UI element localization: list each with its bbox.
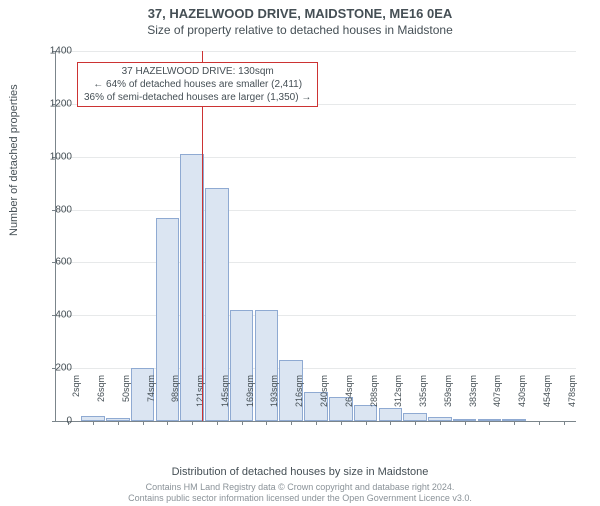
xtick-label: 359sqm (443, 375, 453, 425)
page-subtitle: Size of property relative to detached ho… (0, 23, 600, 37)
annotation-line-3: 36% of semi-detached houses are larger (… (84, 91, 311, 104)
gridline (56, 51, 576, 52)
ytick-label: 0 (32, 416, 72, 427)
xtick-label: 312sqm (393, 375, 403, 425)
xtick-label: 383sqm (468, 375, 478, 425)
xtick-label: 454sqm (542, 375, 552, 425)
ytick-label: 800 (32, 204, 72, 215)
x-axis-label: Distribution of detached houses by size … (0, 466, 600, 478)
footer-line-2: Contains public sector information licen… (0, 493, 600, 504)
ytick-label: 400 (32, 310, 72, 321)
footer-attribution: Contains HM Land Registry data © Crown c… (0, 482, 600, 504)
xtick-mark (489, 421, 490, 425)
xtick-mark (341, 421, 342, 425)
xtick-mark (440, 421, 441, 425)
xtick-label: 430sqm (517, 375, 527, 425)
xtick-mark (465, 421, 466, 425)
y-axis-label: Number of detached properties (8, 84, 20, 236)
gridline (56, 262, 576, 263)
xtick-label: 26sqm (96, 375, 106, 425)
xtick-label: 288sqm (369, 375, 379, 425)
xtick-label: 407sqm (492, 375, 502, 425)
xtick-label: 335sqm (418, 375, 428, 425)
gridline (56, 210, 576, 211)
footer-line-1: Contains HM Land Registry data © Crown c… (0, 482, 600, 493)
xtick-mark (564, 421, 565, 425)
xtick-mark (242, 421, 243, 425)
xtick-mark (316, 421, 317, 425)
xtick-mark (118, 421, 119, 425)
xtick-mark (167, 421, 168, 425)
annotation-box: 37 HAZELWOOD DRIVE: 130sqm ← 64% of deta… (77, 62, 318, 107)
xtick-label: 121sqm (195, 375, 205, 425)
xtick-mark (143, 421, 144, 425)
xtick-label: 240sqm (319, 375, 329, 425)
xtick-label: 264sqm (344, 375, 354, 425)
xtick-mark (539, 421, 540, 425)
xtick-label: 2sqm (71, 375, 81, 425)
xtick-mark (390, 421, 391, 425)
xtick-mark (192, 421, 193, 425)
xtick-mark (291, 421, 292, 425)
xtick-mark (266, 421, 267, 425)
xtick-mark (217, 421, 218, 425)
ytick-label: 1200 (32, 98, 72, 109)
xtick-mark (93, 421, 94, 425)
ytick-label: 1000 (32, 151, 72, 162)
xtick-label: 145sqm (220, 375, 230, 425)
xtick-mark (366, 421, 367, 425)
xtick-label: 50sqm (121, 375, 131, 425)
page-title: 37, HAZELWOOD DRIVE, MAIDSTONE, ME16 0EA (0, 6, 600, 21)
annotation-line-2: ← 64% of detached houses are smaller (2,… (84, 78, 311, 91)
xtick-label: 216sqm (294, 375, 304, 425)
xtick-label: 478sqm (567, 375, 577, 425)
ytick-label: 200 (32, 363, 72, 374)
xtick-label: 74sqm (146, 375, 156, 425)
xtick-label: 98sqm (170, 375, 180, 425)
gridline (56, 157, 576, 158)
xtick-mark (415, 421, 416, 425)
xtick-label: 193sqm (269, 375, 279, 425)
ytick-label: 1400 (32, 46, 72, 57)
xtick-label: 169sqm (245, 375, 255, 425)
ytick-label: 600 (32, 257, 72, 268)
annotation-line-1: 37 HAZELWOOD DRIVE: 130sqm (84, 65, 311, 78)
xtick-mark (514, 421, 515, 425)
gridline (56, 315, 576, 316)
